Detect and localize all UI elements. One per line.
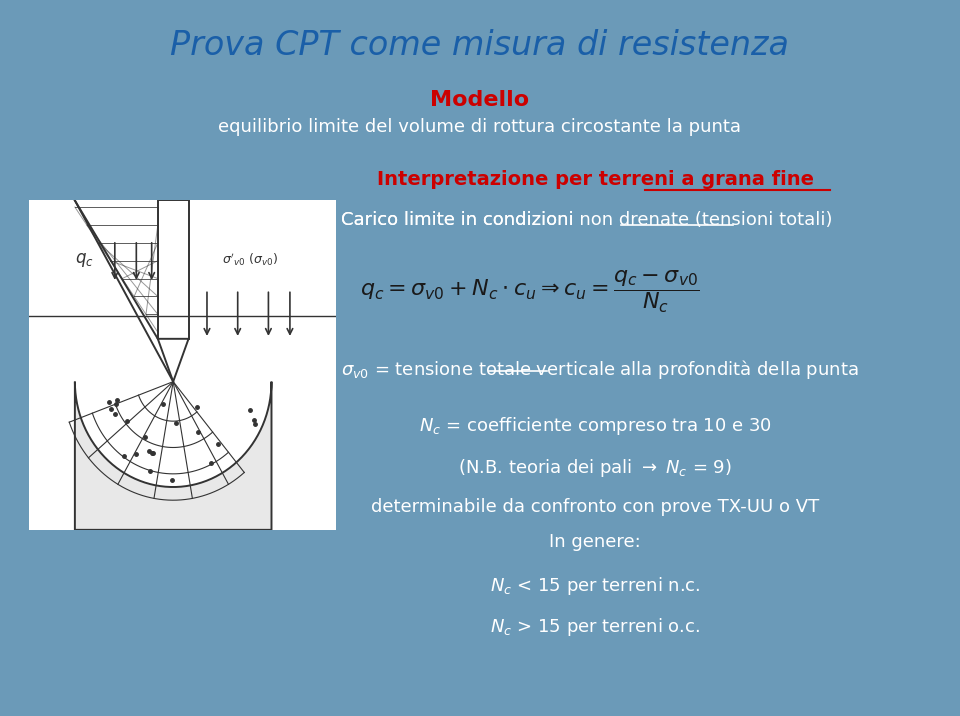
Polygon shape (157, 200, 188, 339)
Text: Carico limite in condizioni: Carico limite in condizioni (341, 211, 579, 229)
Text: Prova CPT come misura di resistenza: Prova CPT come misura di resistenza (171, 29, 789, 62)
Text: $\sigma'_{v0}$ ($\sigma_{v0}$): $\sigma'_{v0}$ ($\sigma_{v0}$) (222, 251, 278, 268)
Text: $N_c$ > 15 per terreni o.c.: $N_c$ > 15 per terreni o.c. (491, 616, 700, 639)
Text: equilibrio limite del volume di rottura circostante la punta: equilibrio limite del volume di rottura … (219, 118, 741, 136)
Text: In genere:: In genere: (549, 533, 641, 551)
Text: $\sigma_{v0}$ = tensione totale verticale alla profondità della punta: $\sigma_{v0}$ = tensione totale vertical… (341, 358, 858, 381)
Text: Modello: Modello (430, 90, 530, 110)
Text: $N_c$ = coefficiente compreso tra 10 e 30: $N_c$ = coefficiente compreso tra 10 e 3… (419, 415, 772, 437)
Text: determinabile da confronto con prove TX-UU o VT: determinabile da confronto con prove TX-… (372, 498, 819, 516)
Text: Carico limite in condizioni non drenate (tensioni totali): Carico limite in condizioni non drenate … (341, 211, 832, 229)
Text: $q_c = \sigma_{v0} + N_c \cdot c_u \Rightarrow c_u = \dfrac{q_c - \sigma_{v0}}{N: $q_c = \sigma_{v0} + N_c \cdot c_u \Righ… (360, 268, 700, 315)
Text: (N.B. teoria dei pali $\rightarrow$ $N_c$ = 9): (N.B. teoria dei pali $\rightarrow$ $N_c… (458, 457, 732, 479)
Polygon shape (157, 339, 188, 382)
Text: $q_c$: $q_c$ (75, 251, 93, 268)
Text: Interpretazione per terreni a grana fine: Interpretazione per terreni a grana fine (376, 170, 814, 190)
Polygon shape (75, 382, 272, 530)
Text: $N_c$ < 15 per terreni n.c.: $N_c$ < 15 per terreni n.c. (490, 575, 701, 597)
